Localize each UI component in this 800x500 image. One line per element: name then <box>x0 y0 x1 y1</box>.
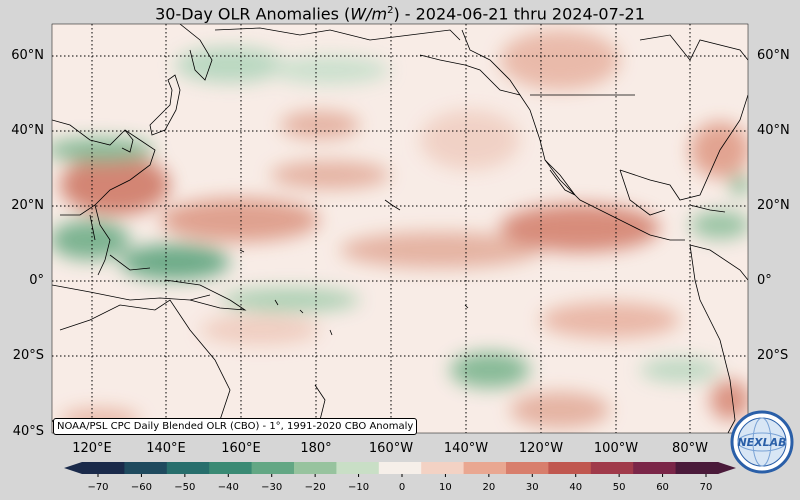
colorbar-cell <box>548 462 592 474</box>
lon-label: 120°E <box>72 441 112 456</box>
colorbar-cell <box>590 462 634 474</box>
coastlines <box>52 24 748 433</box>
graticule <box>52 24 748 433</box>
colorbar-cell <box>336 462 380 474</box>
colorbar-tick-label: 70 <box>699 482 713 493</box>
colorbar-cell <box>463 462 507 474</box>
lat-label-left: 20°N <box>11 198 44 213</box>
lat-label-right: 40°N <box>757 123 790 138</box>
colorbar-tick-label: −50 <box>174 482 196 493</box>
lon-label: 80°W <box>672 441 708 456</box>
colorbar-cell <box>82 462 125 474</box>
lat-label-right: 60°N <box>757 48 790 63</box>
colorbar-tick-label: −40 <box>217 482 239 493</box>
colorbar-tick-label: −60 <box>130 482 152 493</box>
lon-label: 160°W <box>368 441 414 456</box>
colorbar-tick-label: −70 <box>87 482 109 493</box>
colorbar-tick-label: 30 <box>525 482 539 493</box>
colorbar-cell <box>421 462 465 474</box>
lon-label: 160°E <box>221 441 261 456</box>
colorbar-cell <box>506 462 549 474</box>
colorbar-cell <box>633 462 677 474</box>
colorbar-tick-label: 20 <box>482 482 496 493</box>
source-note: NOAA/PSL CPC Daily Blended OLR (CBO) - 1… <box>53 418 418 435</box>
lon-label: 100°W <box>593 441 639 456</box>
colorbar-cell <box>209 462 253 474</box>
colorbar-tick-label: 60 <box>656 482 669 493</box>
lat-label-right: 0° <box>757 273 772 288</box>
anomaly-field <box>52 24 748 433</box>
lat-label-right: 20°N <box>757 198 790 213</box>
colorbar-cell <box>675 462 719 474</box>
colorbar-tick-label: −10 <box>348 482 370 493</box>
colorbar-cell <box>251 462 295 474</box>
colorbar-tick-label: 10 <box>439 482 452 493</box>
colorbar-tick-label: 0 <box>398 482 406 493</box>
lon-label: 140°W <box>443 441 489 456</box>
colorbar-cell <box>166 462 210 474</box>
svg-text:NEXLAB: NEXLAB <box>737 436 786 449</box>
colorbar-tick-label: −30 <box>261 482 283 493</box>
colorbar-right-arrow <box>718 462 736 474</box>
map-title: 30-Day OLR Anomalies (W/m2) - 2024-06-21… <box>155 4 645 24</box>
lon-label: 120°W <box>518 441 564 456</box>
lon-label: 180° <box>300 441 332 456</box>
lon-label: 140°E <box>146 441 186 456</box>
lat-label-left: 0° <box>29 273 44 288</box>
colorbar-cell <box>124 462 168 474</box>
colorbar-left-arrow <box>64 462 82 474</box>
colorbar <box>64 462 736 477</box>
colorbar-tick-label: 40 <box>569 482 583 493</box>
colorbar-tick-label: −20 <box>304 482 326 493</box>
lat-label-left: 40°S <box>12 424 44 439</box>
lat-label-left: 20°S <box>12 348 44 363</box>
colorbar-cell <box>378 462 422 474</box>
colorbar-tick-label: 50 <box>612 482 626 493</box>
lat-label-left: 60°N <box>11 48 44 63</box>
nexlab-logo: NEXLAB <box>730 410 794 474</box>
lat-label-left: 40°N <box>11 123 44 138</box>
lat-label-right: 20°S <box>757 348 789 363</box>
colorbar-cell <box>294 462 337 474</box>
